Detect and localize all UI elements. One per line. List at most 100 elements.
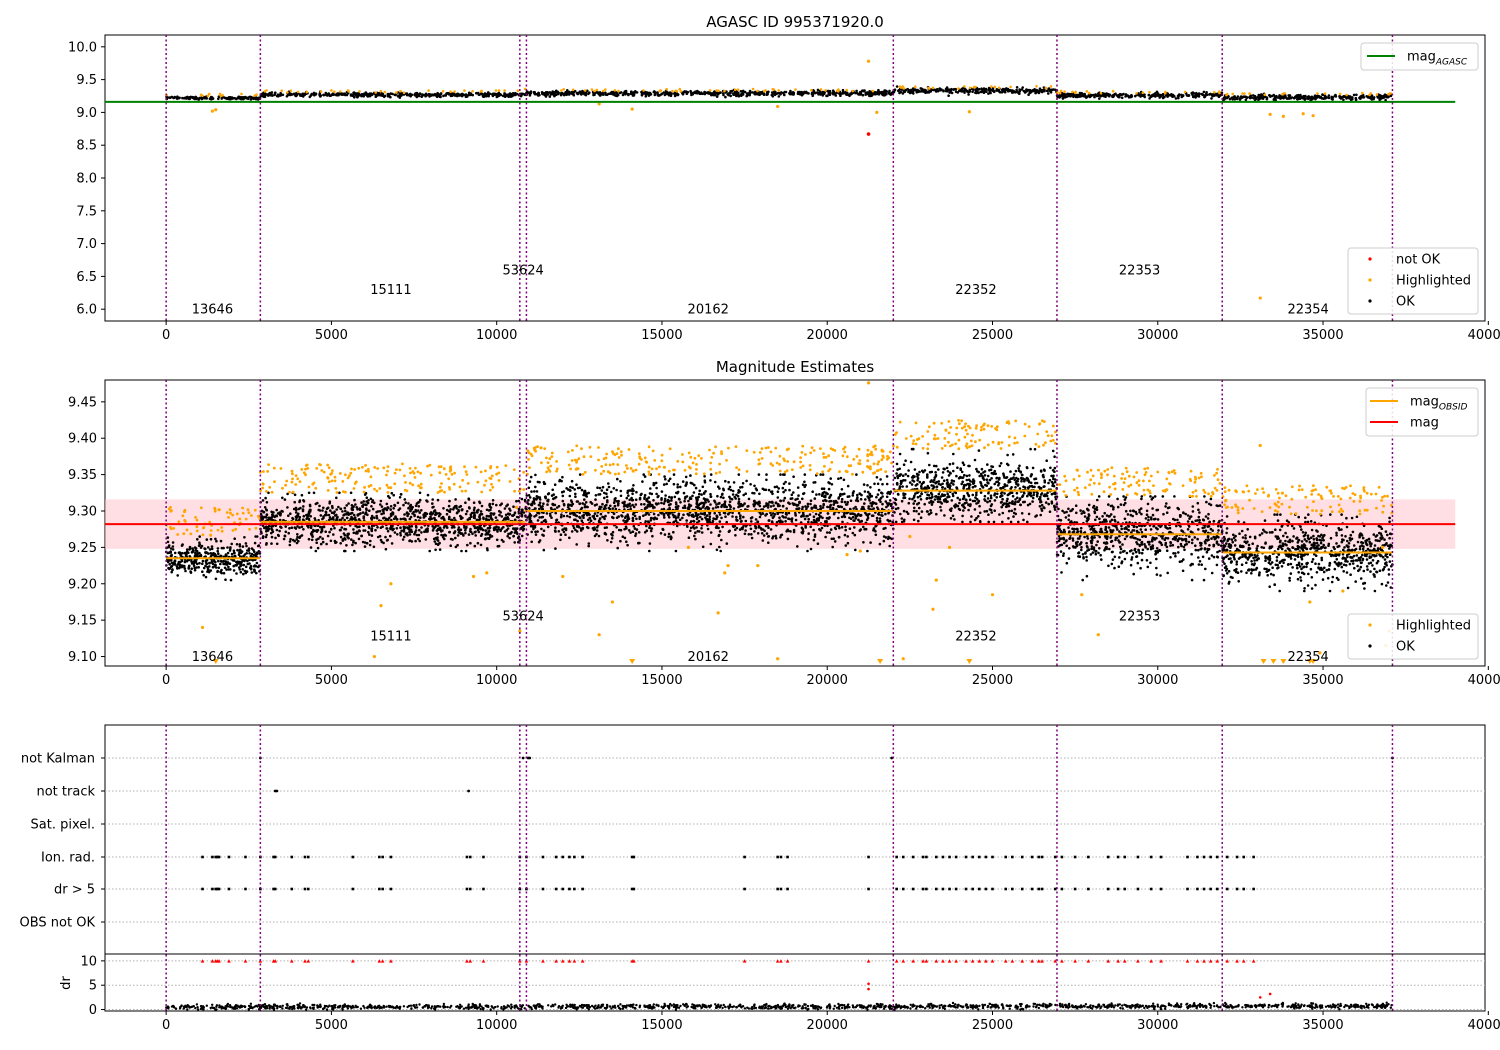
ok-point — [401, 538, 405, 541]
ok-point — [830, 483, 834, 486]
ok-point — [394, 516, 398, 520]
ok-point — [1154, 95, 1157, 98]
ok-point — [379, 499, 383, 503]
ok-point — [718, 501, 721, 505]
ok-point — [559, 538, 562, 542]
ok-point — [863, 490, 867, 493]
ok-point — [1347, 96, 1350, 99]
highlighted-point — [234, 527, 238, 531]
ok-point — [765, 473, 768, 476]
ok-point — [214, 560, 217, 564]
highlighted-point — [273, 480, 276, 484]
ok-point — [640, 503, 643, 506]
highlighted-point — [414, 466, 417, 470]
ok-point — [513, 531, 517, 534]
highlighted-point — [248, 527, 252, 531]
ok-point — [183, 564, 186, 568]
highlighted-point — [306, 467, 310, 470]
highlighted-point — [331, 469, 334, 472]
ok-point — [819, 93, 822, 96]
ok-point — [289, 512, 292, 515]
ok-point — [982, 91, 986, 94]
highlighted-point — [428, 463, 432, 467]
ok-point — [738, 528, 742, 531]
highlighted-point — [219, 94, 223, 98]
ok-point — [1208, 93, 1211, 96]
ok-point — [1046, 89, 1049, 93]
ok-point — [1265, 96, 1269, 99]
ok-point — [1314, 94, 1317, 98]
ok-point — [205, 97, 208, 100]
ok-point — [500, 502, 504, 506]
highlighted-point — [967, 110, 971, 114]
ok-point — [457, 528, 460, 531]
ok-point — [570, 530, 574, 533]
ok-point — [178, 96, 181, 100]
ok-point — [1032, 89, 1036, 93]
ok-point — [682, 90, 686, 94]
ok-point — [507, 532, 510, 536]
ok-point — [407, 94, 411, 97]
ok-point — [632, 524, 636, 528]
ok-point — [244, 565, 248, 569]
ok-point — [769, 490, 773, 494]
ok-point — [546, 503, 549, 506]
ok-point — [849, 499, 853, 503]
ok-point — [821, 94, 825, 97]
highlighted-point — [244, 517, 248, 521]
ok-point — [399, 531, 402, 535]
ok-point — [482, 517, 485, 521]
ok-point — [379, 93, 382, 97]
x-tick-label: 0 — [162, 328, 170, 343]
ok-point — [331, 93, 334, 97]
ok-point — [265, 508, 268, 511]
ok-point — [365, 542, 369, 545]
ok-point — [557, 530, 561, 533]
highlighted-point — [289, 89, 293, 93]
highlighted-point — [413, 476, 417, 479]
ok-point — [265, 533, 268, 537]
ok-point — [1298, 97, 1302, 100]
ok-point — [465, 510, 469, 513]
ok-point — [664, 477, 667, 481]
ok-point — [390, 542, 394, 545]
ok-point — [553, 91, 556, 95]
highlighted-point — [265, 490, 268, 493]
x-tick-label: 30000 — [1137, 328, 1178, 343]
highlighted-point — [395, 468, 398, 471]
ok-point — [687, 536, 691, 539]
highlighted-point — [350, 467, 353, 471]
ok-point — [574, 514, 577, 517]
ok-point — [195, 562, 199, 566]
ok-point — [235, 572, 238, 575]
ok-point — [737, 473, 741, 476]
highlighted-point — [315, 467, 319, 470]
highlighted-point — [871, 89, 875, 93]
ok-point — [422, 93, 425, 97]
ok-point — [196, 552, 200, 555]
highlighted-point — [678, 87, 682, 91]
y-tick-label: 9.0 — [76, 106, 97, 121]
ok-point — [476, 541, 480, 545]
highlighted-point — [1099, 91, 1103, 95]
ok-point — [642, 514, 645, 517]
ok-point — [660, 490, 664, 493]
ok-point — [472, 508, 476, 512]
highlighted-point — [320, 469, 324, 472]
ok-point — [176, 563, 180, 566]
ok-point — [189, 570, 192, 573]
ok-point — [467, 533, 471, 536]
highlighted-point — [604, 88, 607, 91]
ok-point — [375, 514, 379, 518]
highlighted-point — [1148, 90, 1151, 94]
ok-point — [709, 542, 713, 546]
ok-point — [767, 541, 770, 544]
ok-point — [339, 518, 343, 522]
ok-point — [515, 527, 519, 530]
ok-point — [881, 502, 884, 506]
highlighted-point — [229, 511, 232, 515]
ok-point — [367, 94, 371, 97]
highlighted-point — [375, 489, 379, 493]
ok-point — [414, 92, 417, 95]
